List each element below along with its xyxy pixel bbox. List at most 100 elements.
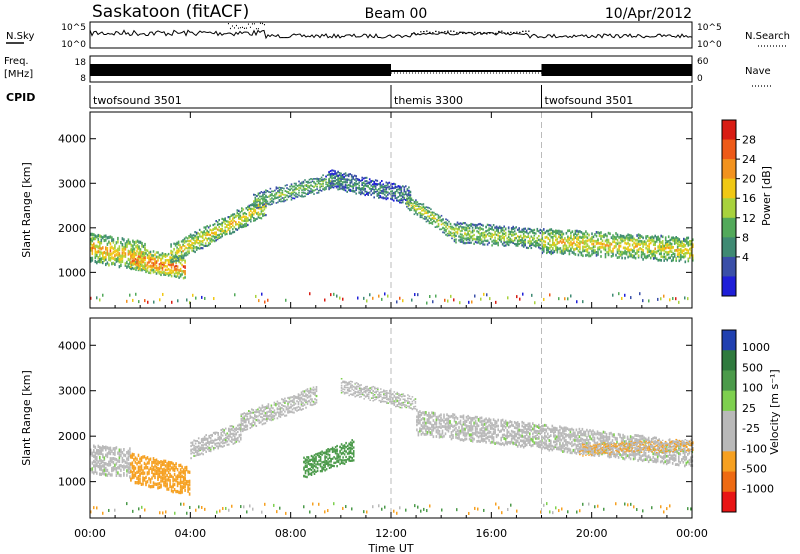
heatmap-cell [196,453,198,456]
heatmap-cell [424,210,426,212]
heatmap-cell [184,484,186,489]
heatmap-cell [555,248,557,252]
heatmap-cell [547,248,550,252]
heatmap-cell [94,460,97,464]
heatmap-cell [467,230,469,233]
heatmap-cell [340,461,343,464]
heatmap-cell [444,427,447,431]
heatmap-cell [203,230,205,233]
heatmap-cell [446,224,449,226]
heatmap-cell [287,192,290,194]
heatmap-cell [562,252,565,255]
heatmap-cell [518,242,520,246]
heatmap-cell [573,241,575,244]
heatmap-cell [261,406,264,409]
heatmap-cell [624,236,626,240]
heatmap-cell [442,231,444,234]
heatmap-cell [365,185,368,188]
heatmap-cell [591,239,593,243]
heatmap-cell [500,238,502,241]
heatmap-cell [309,472,311,476]
heatmap-cell [149,485,152,489]
heatmap-cell [146,269,149,273]
heatmap-cell [161,462,164,467]
heatmap-cell [519,230,522,233]
heatmap-cell [352,452,355,455]
heatmap-cell [421,209,423,212]
heatmap-cell [495,229,498,232]
heatmap-cell [423,424,426,427]
heatmap-cell [158,263,161,266]
heatmap-cell [145,264,147,267]
heatmap-cell [259,203,261,206]
heatmap-cell [195,233,198,236]
heatmap-cell [166,265,168,268]
heatmap-cell [562,232,565,236]
heatmap-cell [167,263,170,266]
heatmap-cell [97,240,100,244]
heatmap-cell [639,236,641,239]
heatmap-cell [378,193,380,196]
heatmap-cell [361,182,363,185]
heatmap-cell [106,236,109,240]
heatmap-cell [692,254,694,257]
y-tick-label: 2000 [58,222,86,235]
heatmap-cell [137,475,140,479]
heatmap-cell [308,185,311,187]
heatmap-cell [338,186,341,188]
heatmap-cell [265,214,267,217]
heatmap-cell [307,192,309,194]
heatmap-cell [123,464,125,468]
heatmap-cell [654,250,656,254]
heatmap-cell [182,265,185,268]
heatmap-cell [661,235,664,239]
heatmap-cell [636,234,638,237]
heatmap-cell [391,198,394,201]
heatmap-cell [287,410,289,413]
heatmap-cell [143,455,146,459]
heatmap-cell [269,407,271,410]
heatmap-cell [131,250,134,253]
heatmap-cell [206,437,209,440]
heatmap-cell [494,241,496,244]
heatmap-cell [381,184,383,187]
heatmap-cell [486,233,489,236]
heatmap-cell [383,389,385,391]
heatmap-cell [199,446,201,449]
heatmap-cell [464,222,466,225]
heatmap-cell [571,243,574,247]
heatmap-cell [220,433,222,436]
heatmap-cell [399,399,402,401]
heatmap-cell [340,460,343,463]
heatmap-cell [175,489,177,494]
heatmap-cell [146,266,149,269]
heatmap-cell [690,246,693,250]
heatmap-cell [285,414,288,417]
heatmap-cell [296,409,298,412]
heatmap-cell [654,247,656,251]
heatmap-cell [467,236,469,240]
heatmap-cell [235,433,238,436]
heatmap-cell [510,233,513,236]
heatmap-cell [267,403,270,406]
heatmap-cell [504,231,507,234]
heatmap-cell [144,242,146,247]
heatmap-cell [343,187,345,190]
heatmap-cell [592,251,595,255]
heatmap-cell [585,248,587,252]
heatmap-cell [179,478,182,482]
heatmap-cell [379,183,382,186]
heatmap-cell [379,181,382,184]
heatmap-cell [648,242,650,246]
heatmap-cell [239,217,242,220]
heatmap-cell [438,435,441,439]
heatmap-cell [371,186,374,188]
heatmap-cell [550,249,553,253]
heatmap-cell [295,195,297,198]
heatmap-cell [130,254,132,257]
heatmap-cell [254,196,257,199]
heatmap-cell [170,249,172,252]
heatmap-cell [326,185,329,188]
heatmap-cell [240,428,243,431]
heatmap-cell [271,199,273,202]
